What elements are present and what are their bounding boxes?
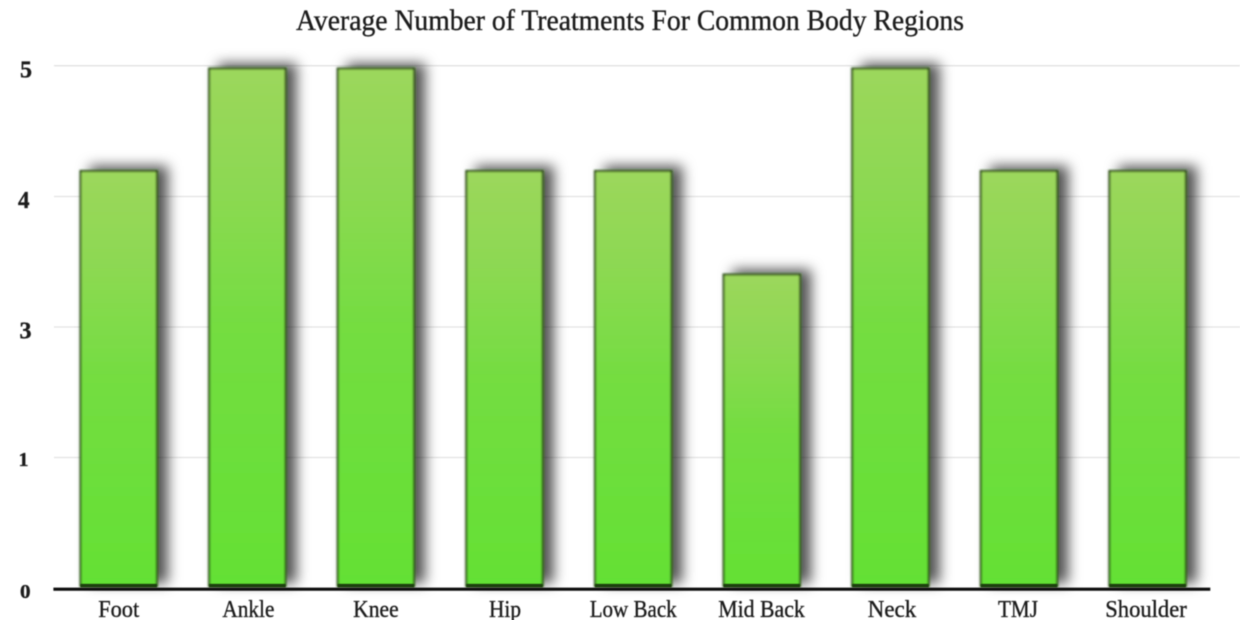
svg-text:0: 0 bbox=[20, 582, 31, 603]
svg-text:Ankle: Ankle bbox=[222, 597, 274, 620]
svg-text:Neck: Neck bbox=[868, 597, 917, 620]
svg-text:Hip: Hip bbox=[489, 597, 521, 620]
svg-text:4: 4 bbox=[18, 188, 30, 214]
svg-text:3: 3 bbox=[20, 319, 32, 345]
svg-text:Foot: Foot bbox=[98, 597, 139, 620]
svg-text:5: 5 bbox=[20, 58, 32, 84]
svg-text:Low Back: Low Back bbox=[590, 597, 677, 620]
svg-text:1: 1 bbox=[19, 450, 29, 471]
svg-text:Shoulder: Shoulder bbox=[1105, 597, 1187, 620]
svg-text:Mid Back: Mid Back bbox=[718, 597, 805, 620]
svg-text:TMJ: TMJ bbox=[998, 597, 1038, 620]
svg-text:Knee: Knee bbox=[353, 597, 399, 620]
svg-text:Average Number of Treatments F: Average Number of Treatments For Common … bbox=[296, 4, 964, 37]
